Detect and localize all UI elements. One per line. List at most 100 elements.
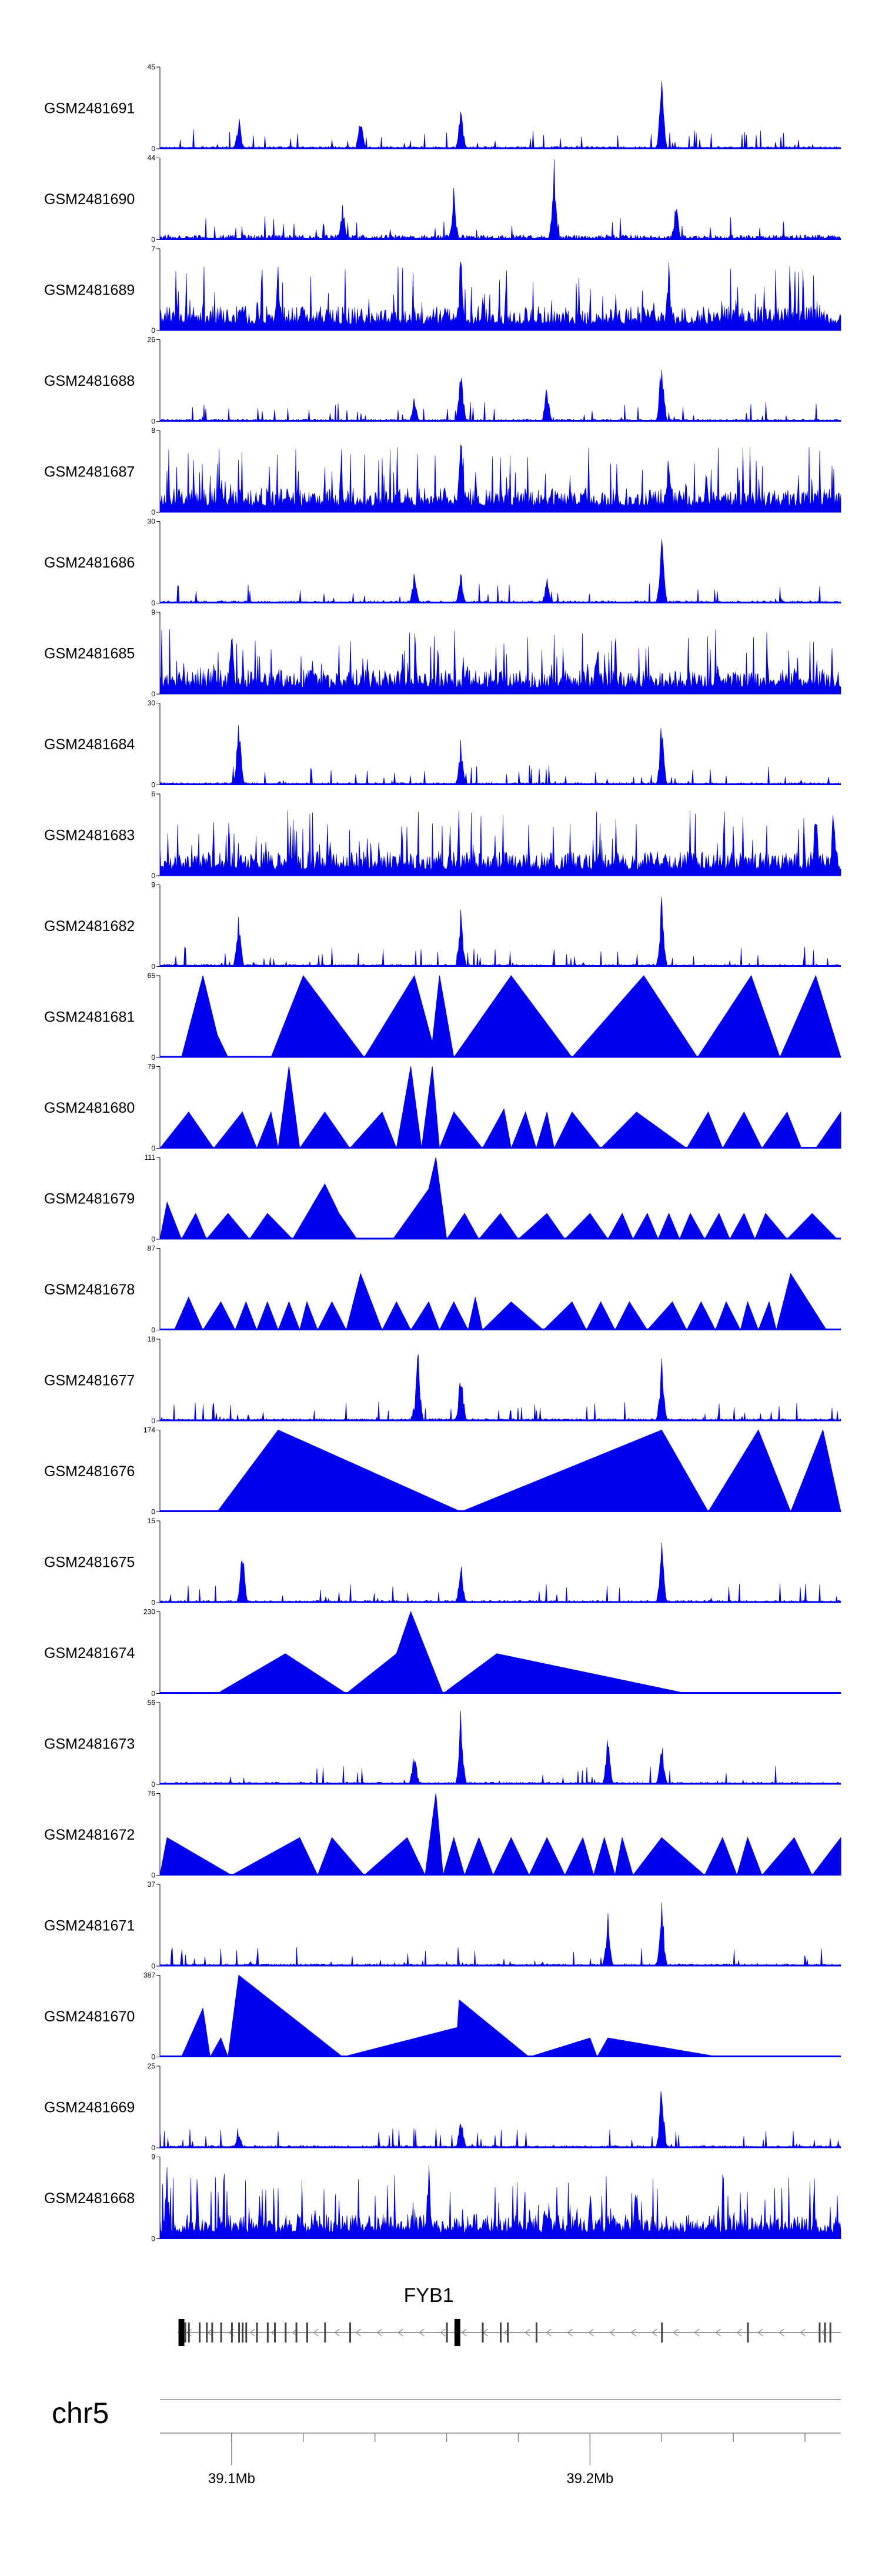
exon — [274, 2323, 276, 2343]
track-panel: GSM2481685 9 0 — [44, 608, 841, 698]
y-max-label: 65 — [148, 972, 156, 980]
track-panel: GSM2481673 56 0 — [44, 1699, 841, 1788]
strand-arrow — [652, 2328, 657, 2337]
exon — [199, 2323, 201, 2343]
track-label: GSM2481686 — [44, 555, 135, 571]
strand-arrow — [715, 2328, 721, 2337]
track-label: GSM2481670 — [44, 2008, 135, 2025]
y-zero-label: 0 — [151, 508, 155, 516]
track-label: GSM2481669 — [44, 2100, 135, 2116]
track-panel: GSM2481668 9 0 — [44, 2153, 841, 2243]
exon — [482, 2323, 484, 2343]
exon — [824, 2323, 826, 2343]
y-max-label: 87 — [148, 1244, 156, 1253]
y-max-label: 44 — [148, 154, 156, 162]
y-max-label: 15 — [148, 1517, 156, 1525]
exon — [306, 2323, 308, 2343]
track-panel: GSM2481676 174 0 — [44, 1426, 841, 1516]
y-zero-label: 0 — [151, 145, 155, 153]
exon — [747, 2323, 749, 2343]
track-panel: GSM2481671 37 0 — [44, 1880, 841, 1970]
track-panel: GSM2481677 18 0 — [44, 1335, 841, 1425]
coverage-area — [181, 975, 841, 1059]
track-label: GSM2481690 — [44, 191, 135, 208]
y-max-label: 387 — [143, 1971, 155, 1980]
track-label: GSM2481682 — [44, 918, 135, 935]
exon — [256, 2323, 258, 2343]
y-zero-label: 0 — [151, 1871, 155, 1880]
strand-arrow — [440, 2328, 446, 2337]
y-max-label: 26 — [148, 336, 156, 344]
exon — [454, 2319, 460, 2346]
track-label: GSM2481681 — [44, 1009, 135, 1026]
y-zero-label: 0 — [151, 1599, 155, 1607]
strand-arrow — [757, 2328, 763, 2337]
y-max-label: 9 — [151, 2153, 155, 2161]
track-panel: GSM2481672 76 0 — [44, 1790, 841, 1880]
y-zero-label: 0 — [151, 1326, 155, 1334]
track-label: GSM2481683 — [44, 827, 135, 844]
exon — [188, 2323, 190, 2343]
strand-arrow — [419, 2328, 425, 2337]
coverage-signal — [159, 2165, 841, 2239]
coverage-signal — [159, 810, 841, 876]
strand-arrow — [355, 2328, 361, 2337]
exon — [829, 2323, 831, 2343]
axis-tick-label: 39.1Mb — [208, 2471, 255, 2487]
track-panel: GSM2481688 26 0 — [44, 336, 841, 426]
coverage-area — [159, 1066, 841, 1150]
gene-label: FYB1 — [404, 2284, 454, 2307]
strand-arrow — [461, 2328, 467, 2337]
track-label: GSM2481680 — [44, 1100, 135, 1116]
coverage-signal — [159, 1902, 841, 1967]
track-panel: GSM2481680 79 0 — [44, 1063, 841, 1153]
y-max-label: 230 — [143, 1608, 155, 1616]
y-zero-label: 0 — [151, 418, 155, 426]
strand-arrow — [186, 2328, 192, 2337]
track-panel: GSM2481691 45 0 — [44, 63, 841, 153]
track-label: GSM2481687 — [44, 464, 135, 481]
coverage-signal — [159, 159, 841, 241]
exon — [245, 2323, 248, 2343]
track-panel: GSM2481690 44 0 — [44, 154, 841, 244]
track-label: GSM2481678 — [44, 1282, 135, 1298]
coverage-signal — [159, 369, 841, 422]
exon — [295, 2323, 298, 2343]
y-zero-label: 0 — [151, 2235, 155, 2243]
exon — [206, 2323, 208, 2343]
track-panel: GSM2481678 87 0 — [44, 1244, 841, 1334]
y-max-label: 76 — [148, 1790, 156, 1798]
track-panel: GSM2481679 111 0 — [44, 1153, 841, 1243]
coverage-signal — [159, 81, 841, 150]
y-zero-label: 0 — [151, 781, 155, 789]
track-label: GSM2481675 — [44, 1554, 135, 1571]
track-panel: GSM2481669 25 0 — [44, 2062, 841, 2152]
y-max-label: 45 — [148, 63, 156, 71]
exon — [220, 2323, 222, 2343]
exon — [500, 2323, 502, 2343]
coverage-signal — [159, 539, 841, 604]
track-label: GSM2481688 — [44, 373, 135, 389]
exon — [535, 2323, 537, 2343]
coverage-area — [216, 1611, 687, 1694]
exon — [446, 2323, 448, 2343]
y-max-label: 30 — [148, 699, 156, 708]
y-zero-label: 0 — [151, 1144, 155, 1153]
coverage-area — [173, 1272, 827, 1332]
y-zero-label: 0 — [151, 1508, 155, 1516]
exon — [285, 2323, 287, 2343]
track-label: GSM2481679 — [44, 1191, 135, 1207]
y-max-label: 18 — [148, 1335, 156, 1343]
exon — [230, 2323, 233, 2343]
track-label: GSM2481668 — [44, 2190, 135, 2207]
exon — [818, 2323, 821, 2343]
coverage-signal — [159, 444, 841, 513]
strand-arrow — [588, 2328, 594, 2337]
coverage-signal — [159, 1354, 841, 1422]
exon — [178, 2319, 185, 2346]
y-max-label: 174 — [143, 1426, 155, 1434]
y-zero-label: 0 — [151, 2144, 155, 2152]
coverage-signal — [159, 896, 841, 967]
track-panel: GSM2481670 387 0 — [44, 1971, 841, 2061]
strand-arrow — [736, 2328, 742, 2337]
